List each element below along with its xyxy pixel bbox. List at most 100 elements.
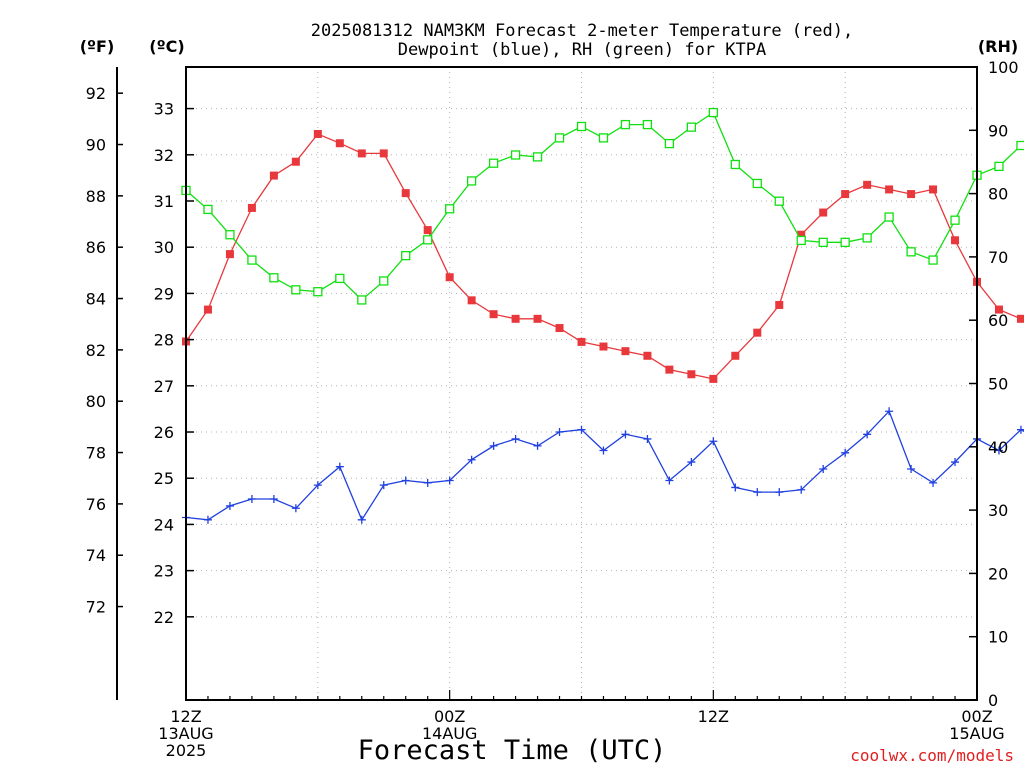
celsius-tick-label: 25 [154, 469, 174, 488]
data-point [753, 488, 762, 497]
data-point [796, 235, 806, 246]
rh-tick-label: 40 [988, 438, 1008, 457]
data-point [533, 314, 542, 323]
data-point [928, 255, 938, 265]
data-point [752, 178, 762, 189]
data-point [401, 189, 410, 198]
data-point [467, 455, 476, 464]
celsius-tick-label: 27 [154, 377, 174, 396]
data-point [951, 458, 960, 467]
data-point [731, 351, 740, 360]
data-point [532, 152, 543, 162]
data-point [708, 107, 718, 118]
data-point [225, 250, 234, 259]
data-point [907, 464, 916, 473]
data-point [247, 255, 257, 265]
data-point [994, 305, 1003, 314]
series-rh [181, 107, 1024, 305]
data-point [488, 158, 499, 168]
data-point [951, 236, 960, 245]
x-tick-label: 2025 [166, 741, 207, 760]
data-point [467, 296, 476, 305]
data-point [247, 495, 256, 504]
data-point [489, 310, 498, 319]
data-point [818, 237, 828, 247]
series-dewpoint [182, 407, 1024, 524]
data-point [269, 171, 278, 180]
data-point [379, 481, 388, 490]
rh-tick-label: 90 [988, 121, 1008, 140]
data-point [687, 458, 696, 467]
data-point [730, 159, 740, 170]
celsius-tick-label: 31 [154, 192, 174, 211]
data-point [686, 122, 697, 132]
data-point [620, 119, 631, 130]
fahrenheit-tick-label: 78 [86, 444, 106, 463]
fahrenheit-tick-label: 90 [86, 136, 106, 155]
data-point [445, 273, 454, 282]
data-point [863, 180, 872, 189]
chart-title-line-1: 2025081312 NAM3KM Forecast 2-meter Tempe… [311, 21, 853, 41]
x-axis-label: Forecast Time (UTC) [358, 735, 667, 766]
celsius-tick-label: 24 [154, 515, 174, 534]
data-point [533, 441, 542, 450]
data-point [357, 149, 366, 158]
rh-tick-label: 0 [988, 691, 998, 710]
fahrenheit-tick-label: 86 [86, 238, 106, 257]
data-point [335, 139, 344, 148]
data-point [1016, 314, 1024, 323]
data-point [863, 430, 872, 439]
data-point [401, 476, 410, 485]
celsius-tick-label: 26 [154, 423, 174, 442]
data-point [445, 204, 455, 214]
chart-title-line-2: Dewpoint (blue), RH (green) for KTPA [398, 40, 766, 60]
data-point [357, 295, 367, 305]
data-point [884, 212, 894, 222]
data-point [841, 190, 850, 199]
data-point [906, 247, 916, 257]
fahrenheit-tick-label: 72 [86, 598, 106, 617]
data-point [819, 464, 828, 473]
series-line [185, 410, 1024, 522]
celsius-tick-label: 23 [154, 562, 174, 581]
celsius-unit-label: (ºC) [149, 37, 184, 56]
rh-tick-label: 80 [988, 185, 1008, 204]
data-point [225, 230, 235, 240]
rh-tick-label: 70 [988, 248, 1008, 267]
data-point [1016, 140, 1024, 151]
data-point [489, 441, 498, 450]
data-point [950, 215, 960, 225]
x-tick-label: 12Z [170, 707, 201, 726]
x-tick-label: 12Z [698, 707, 729, 726]
data-point [665, 476, 674, 485]
data-point [642, 119, 653, 130]
fahrenheit-tick-label: 76 [86, 495, 106, 514]
data-point [841, 448, 850, 457]
data-point [709, 374, 718, 383]
data-point [599, 342, 608, 351]
celsius-tick-label: 32 [154, 146, 174, 165]
data-point [423, 478, 432, 487]
data-point [885, 407, 894, 416]
data-point [621, 430, 630, 439]
data-point [797, 485, 806, 494]
x-tick-label: 00Z [434, 707, 465, 726]
data-point [929, 478, 938, 487]
data-point [379, 149, 388, 158]
x-tick-label: 15AUG [949, 724, 1004, 743]
data-point [313, 481, 322, 490]
fahrenheit-tick-label: 84 [86, 290, 106, 309]
data-point [555, 324, 564, 333]
fahrenheit-tick-label: 74 [86, 546, 106, 565]
series-line [185, 133, 1024, 380]
data-point [840, 237, 850, 247]
data-point [203, 204, 213, 215]
series-line [185, 111, 1024, 301]
data-point [379, 276, 389, 286]
data-point [577, 337, 586, 346]
x-tick-label: 13AUG [158, 724, 213, 743]
data-point [291, 504, 300, 513]
data-point [775, 488, 784, 497]
fahrenheit-tick-label: 88 [86, 187, 106, 206]
